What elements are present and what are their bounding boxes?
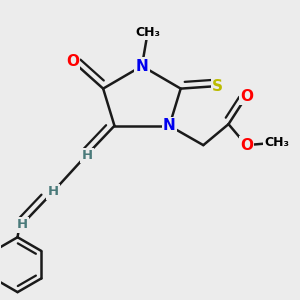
Text: CH₃: CH₃ <box>265 136 290 149</box>
Text: H: H <box>47 185 58 199</box>
Text: O: O <box>240 138 253 153</box>
Text: S: S <box>212 79 223 94</box>
Text: N: N <box>136 58 148 74</box>
Text: H: H <box>17 218 28 232</box>
Text: O: O <box>66 54 79 69</box>
Text: H: H <box>81 149 93 162</box>
Text: O: O <box>240 89 253 104</box>
Text: N: N <box>163 118 176 133</box>
Text: CH₃: CH₃ <box>135 26 160 39</box>
